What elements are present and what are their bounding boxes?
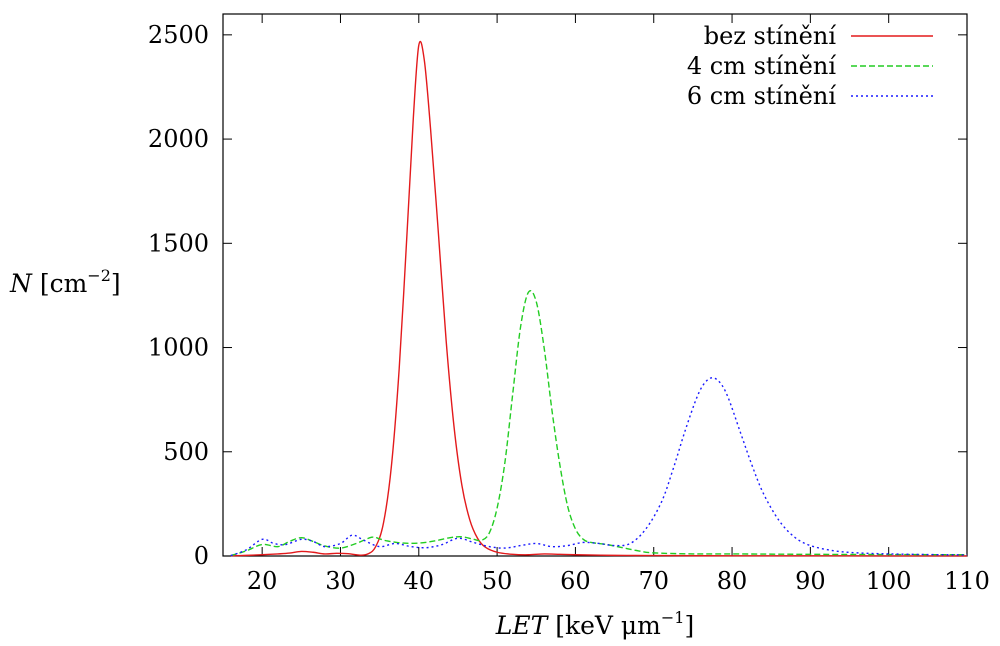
y-axis-label-exp: −2: [87, 266, 111, 285]
x-axis-label: LET [keV μm−1]: [495, 608, 695, 640]
x-tick-label: 30: [325, 567, 356, 595]
x-tick-label: 60: [560, 567, 591, 595]
x-axis-label-close: ]: [684, 611, 694, 640]
series-1-legend-label: bez stínění: [704, 22, 837, 50]
x-tick-label: 80: [717, 567, 748, 595]
y-axis-label-unit: [cm: [32, 269, 88, 298]
x-tick-label: 100: [866, 567, 912, 595]
x-tick-label: 90: [795, 567, 826, 595]
x-tick-label: 50: [482, 567, 513, 595]
y-tick-label: 500: [163, 438, 209, 466]
series-3-legend-label: 6 cm stínění: [687, 82, 836, 110]
series-2-legend-label: 4 cm stínění: [687, 52, 836, 80]
x-tick-label: 40: [404, 567, 435, 595]
x-axis-label-main: LET: [495, 611, 550, 640]
y-axis-label-close: ]: [111, 269, 121, 298]
series-1-line: [230, 40, 968, 557]
x-tick-label: 70: [638, 567, 669, 595]
x-axis-label-exp: −1: [661, 608, 685, 627]
y-axis-label: N [cm−2]: [9, 266, 121, 298]
y-tick-label: 1000: [148, 334, 209, 362]
x-axis-label-unit: [keV μm: [547, 611, 661, 640]
x-tick-label: 110: [944, 567, 990, 595]
x-tick-label: 20: [247, 567, 278, 595]
axis-ticks: [223, 14, 968, 557]
data-series: [230, 40, 968, 557]
tick-labels: 20 30 40 50 60 70 80 90 100 110 0 500 1000 1500 2000 25…: [148, 21, 990, 595]
plot-frame: [222, 13, 968, 557]
series-2-line: [230, 290, 968, 557]
y-tick-label: 0: [194, 542, 209, 570]
y-tick-label: 1500: [148, 229, 209, 257]
y-tick-label: 2500: [148, 21, 209, 49]
series-3-line: [230, 377, 968, 557]
y-tick-label: 2000: [148, 125, 209, 153]
y-axis-label-main: N: [9, 269, 33, 298]
